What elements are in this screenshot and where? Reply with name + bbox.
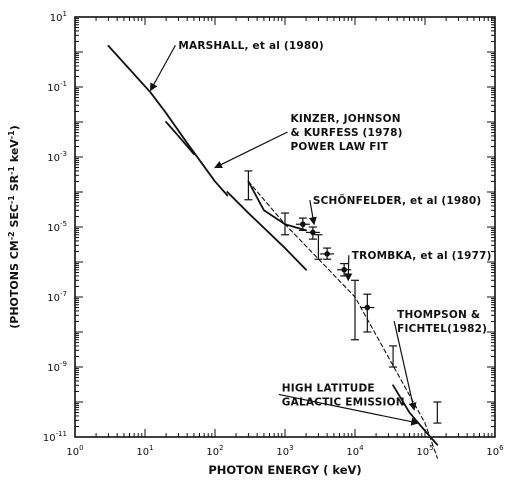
series-line-1 xyxy=(107,44,229,197)
annotation-arrow xyxy=(344,255,353,282)
annotation-text: MARSHALL, et al (1980) xyxy=(178,40,324,52)
annotation-5: THOMPSON & FICHTEL(1982) xyxy=(393,309,487,411)
error-point-7 xyxy=(337,263,352,277)
series-line-3 xyxy=(226,191,307,271)
ticks-layer: 100 101 102 103 104 105 106 101 10-1 10-3 10-5 10-7… xyxy=(43,10,504,458)
annotation-arrow xyxy=(393,320,417,411)
x-tick-label: 101 xyxy=(136,444,153,458)
annotation-arrow xyxy=(278,393,420,426)
annotation-text: TROMBKA, et al (1977) xyxy=(352,250,492,262)
errorbars-layer xyxy=(244,170,442,424)
annotation-arrow xyxy=(308,200,317,226)
annotation-arrow xyxy=(214,131,288,169)
annotation-text: HIGH LATITUDE GALACTIC EMISSION xyxy=(282,382,405,408)
error-point-10 xyxy=(389,345,398,368)
x-tick-label: 102 xyxy=(206,444,223,458)
series-line-6 xyxy=(392,384,439,446)
error-point-5 xyxy=(314,234,323,260)
error-point-9 xyxy=(360,293,375,333)
annotation-arrow xyxy=(150,44,176,92)
error-point-1 xyxy=(244,170,253,201)
annotation-6: HIGH LATITUDE GALACTIC EMISSION xyxy=(278,382,420,426)
error-point-8 xyxy=(351,279,359,341)
x-tick-label: 106 xyxy=(486,444,504,458)
annotation-text: SCHÖNFELDER, et al (1980) xyxy=(313,193,482,207)
annotation-1: MARSHALL, et al (1980) xyxy=(150,40,324,92)
annotation-4: TROMBKA, et al (1977) xyxy=(344,250,492,282)
annotation-3: SCHÖNFELDER, et al (1980) xyxy=(308,193,482,226)
y-tick-label: 10-9 xyxy=(47,360,67,374)
error-point-11 xyxy=(433,401,442,424)
error-point-3 xyxy=(295,217,310,231)
y-tick-label: 10-3 xyxy=(47,150,67,164)
annotation-text: THOMPSON & FICHTEL(1982) xyxy=(397,309,487,335)
error-point-6 xyxy=(320,247,335,260)
y-tick-label: 10-11 xyxy=(43,430,67,444)
series-line-2 xyxy=(165,121,195,156)
y-tick-label: 10-5 xyxy=(47,220,67,234)
x-tick-label: 104 xyxy=(346,444,364,458)
y-tick-label: 101 xyxy=(50,10,67,24)
annotation-2: KINZER, JOHNSON & KURFESS (1978) POWER LAW… xyxy=(214,113,403,169)
annotation-text: KINZER, JOHNSON & KURFESS (1978) POWER LAW… xyxy=(291,113,403,153)
annotations-layer: MARSHALL, et al (1980) KINZER, JOHNSON & K… xyxy=(150,40,492,426)
error-point-2 xyxy=(281,212,289,236)
error-point-4 xyxy=(305,226,320,240)
x-tick-label: 105 xyxy=(416,444,433,458)
x-axis-label: PHOTON ENERGY ( keV) xyxy=(208,463,361,477)
y-axis-label: (PHOTONS CM-2 SEC-1 SR-1 keV-1) xyxy=(7,125,22,328)
x-tick-label: 100 xyxy=(66,444,83,458)
x-tick-label: 103 xyxy=(276,444,293,458)
y-tick-label: 10-1 xyxy=(47,80,67,94)
y-tick-label: 10-7 xyxy=(47,290,67,304)
series-line-4 xyxy=(247,180,307,232)
